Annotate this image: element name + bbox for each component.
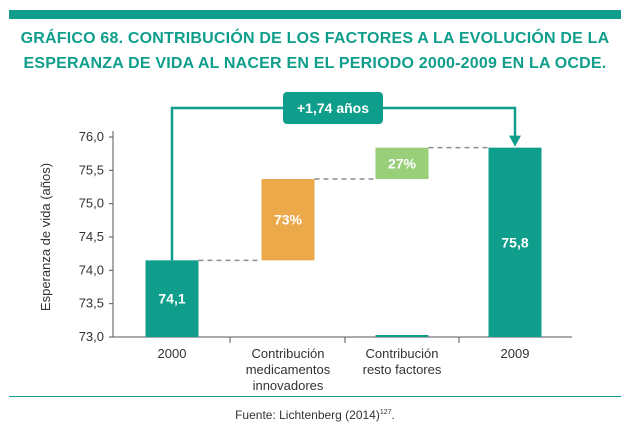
y-tick-label: 75,0 xyxy=(79,196,104,211)
x-tick-label: Contribución xyxy=(366,346,439,361)
y-tick-label: 76,0 xyxy=(79,129,104,144)
bar-value-label: 27% xyxy=(388,155,417,171)
x-tick-label: innovadores xyxy=(253,378,324,393)
bar-value-label: 74,1 xyxy=(158,291,185,307)
y-tick-label: 73,0 xyxy=(79,329,104,344)
y-tick-label: 73,5 xyxy=(79,296,104,311)
y-tick-label: 74,5 xyxy=(79,229,104,244)
x-tick-label: resto factores xyxy=(363,362,442,377)
annotation-arrow-line xyxy=(170,106,517,261)
chart-title-line-1: GRÁFICO 68. CONTRIBUCIÓN DE LOS FACTORES… xyxy=(20,30,610,47)
y-axis-label: Esperanza de vida (años) xyxy=(38,163,53,311)
bar xyxy=(375,147,429,179)
source-text: Fuente: Lichtenberg (2014) xyxy=(235,408,380,422)
x-tick-label: 2000 xyxy=(158,346,187,361)
bar-value-label: 75,8 xyxy=(501,234,528,250)
y-tick-label: 75,5 xyxy=(79,162,104,177)
chart-svg: 73,0 73,5 74,0 74,5 75,0 75,5 76,0 Esperanza de… xyxy=(38,92,572,393)
annotation-badge xyxy=(283,92,383,124)
bar xyxy=(261,179,315,261)
bottom-rule xyxy=(9,396,621,397)
x-tick-label: Contribución xyxy=(252,346,325,361)
annotation-label: +1,74 años xyxy=(297,100,369,116)
top-rule xyxy=(9,10,621,19)
chart-title: GRÁFICO 68. CONTRIBUCIÓN DE LOS FACTORES… xyxy=(9,26,621,76)
bar-value-label: 73% xyxy=(274,212,303,228)
x-tick-label: medicamentos xyxy=(246,362,331,377)
x-tick-label: 2009 xyxy=(501,346,530,361)
source-note: Fuente: Lichtenberg (2014)127. xyxy=(0,408,630,422)
source-end: . xyxy=(391,408,395,422)
source-reference: 127 xyxy=(379,409,392,416)
annotation-arrow-head xyxy=(509,135,521,147)
bar xyxy=(488,147,542,337)
chart-title-line-2: ESPERANZA DE VIDA AL NACER EN EL PERIODO… xyxy=(23,55,607,72)
bar xyxy=(145,260,199,337)
waterfall-chart: 73,0 73,5 74,0 74,5 75,0 75,5 76,0 Esperanza de… xyxy=(0,78,630,408)
y-tick-label: 74,0 xyxy=(79,262,104,277)
